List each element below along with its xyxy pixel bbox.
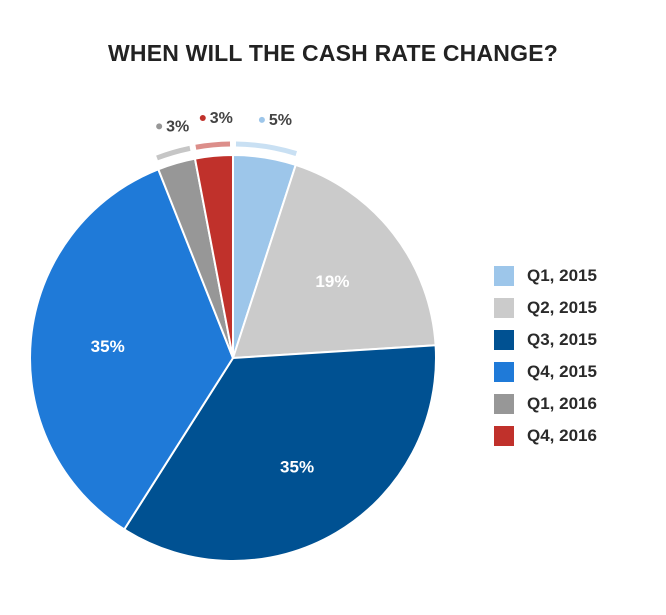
slice-label-q2-2015: 19%: [315, 272, 349, 291]
legend-swatch: [494, 393, 514, 414]
legend-label: Q3, 2015: [527, 329, 597, 349]
slice-label-bullet-q4-2016: [199, 115, 206, 122]
slice-label-bullet-q1-2015: [258, 116, 265, 123]
legend-swatch: [494, 425, 514, 446]
slice-highlight-arc-q1-2016: [156, 145, 191, 161]
chart-title: WHEN WILL THE CASH RATE CHANGE?: [108, 40, 558, 66]
pie-slice-q4-2016: [193, 154, 234, 359]
pie-slice-q2-2015: [232, 163, 437, 359]
slice-label-q4-2015: 35%: [91, 337, 125, 356]
legend-item-q2-2015: Q2, 2015: [494, 297, 597, 318]
legend-swatch: [494, 297, 514, 318]
legend-item-q4-2015: Q4, 2015: [494, 361, 597, 382]
slice-label-q3-2015: 35%: [280, 457, 314, 476]
legend-label: Q2, 2015: [527, 297, 597, 317]
slice-highlight-arc-q1-2015: [235, 141, 298, 156]
legend-label: Q1, 2016: [527, 393, 597, 413]
legend-swatch: [494, 329, 514, 350]
slice-label-q1-2016: 3%: [166, 118, 189, 135]
legend-label: Q1, 2015: [527, 265, 597, 285]
legend-swatch: [494, 265, 514, 286]
legend-swatch: [494, 361, 514, 382]
legend: Q1, 2015 Q2, 2015 Q3, 2015 Q4, 2015 Q1, 2016…: [494, 265, 597, 457]
slice-highlight-arc-q4-2016: [195, 141, 231, 150]
slice-labels: 5% 19% 35% 35% 3% 3%: [91, 110, 350, 476]
legend-item-q1-2016: Q1, 2016: [494, 393, 597, 414]
legend-item-q1-2015: Q1, 2015: [494, 265, 597, 286]
slice-label-q4-2016: 3%: [210, 110, 233, 127]
slice-label-bullet-q1-2016: [156, 123, 163, 130]
legend-label: Q4, 2016: [527, 425, 597, 445]
legend-item-q3-2015: Q3, 2015: [494, 329, 597, 350]
small-slice-highlight-arcs: [156, 141, 298, 161]
pie-slice-q4-2015: [29, 168, 234, 531]
legend-label: Q4, 2015: [527, 361, 597, 381]
pie-slice-q3-2015: [123, 344, 437, 562]
slice-label-q1-2015: 5%: [269, 112, 292, 129]
legend-item-q4-2016: Q4, 2016: [494, 425, 597, 446]
pie-slices: [29, 154, 437, 562]
